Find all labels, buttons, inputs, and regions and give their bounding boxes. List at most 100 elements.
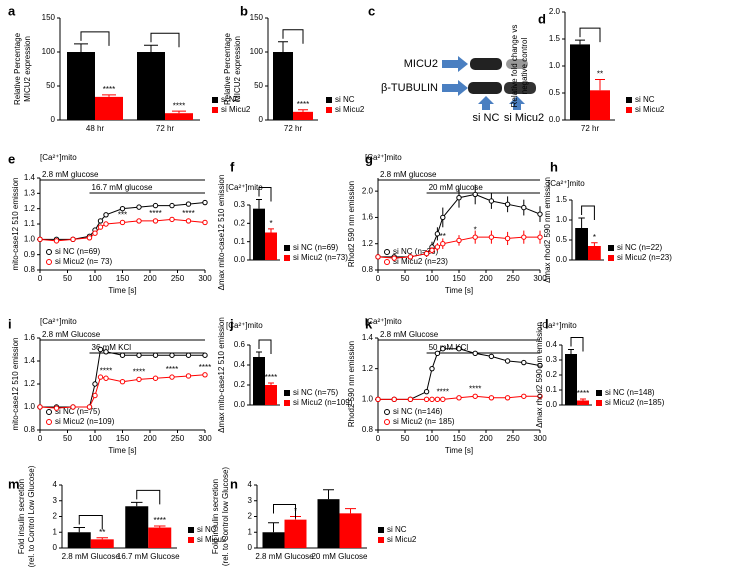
x-tick-label: 200 xyxy=(143,274,157,283)
chart-title: [Ca²⁺]mito xyxy=(365,153,402,162)
panel-letter: i xyxy=(8,316,12,331)
x-tick-label: 250 xyxy=(506,274,520,283)
chart-title: [Ca²⁺]mito xyxy=(226,183,263,192)
bar xyxy=(253,357,265,405)
bracket xyxy=(258,339,272,354)
bar xyxy=(148,527,172,548)
annotation: 2.8 mM glucose xyxy=(42,170,99,179)
annotation: 2.8 mM Glucose xyxy=(380,330,439,339)
legend-marker xyxy=(46,259,52,265)
point xyxy=(504,358,511,364)
point xyxy=(537,211,543,217)
y-axis-label: MICU2 expression xyxy=(23,36,32,102)
legend-label: si NC xyxy=(221,95,241,104)
error-bar xyxy=(74,43,88,52)
point xyxy=(37,236,43,243)
significance: * xyxy=(593,233,596,242)
legend-swatch xyxy=(596,400,602,406)
legend-swatch xyxy=(284,255,290,261)
legend-label: si Micu2 (n=109) xyxy=(55,417,115,426)
y-tick-label: 0.4 xyxy=(546,340,558,349)
x-tick-label: 2.8 mM Glucose xyxy=(62,552,121,561)
x-tick-label: 150 xyxy=(452,434,466,443)
point xyxy=(92,392,98,399)
error-bar xyxy=(268,522,279,533)
band xyxy=(468,82,502,94)
point xyxy=(456,346,462,352)
point xyxy=(434,244,441,250)
y-tick-label: 1.0 xyxy=(556,215,568,224)
point xyxy=(152,352,159,358)
point xyxy=(136,376,142,383)
y-tick-label: 1.0 xyxy=(549,61,561,70)
bar xyxy=(293,111,313,120)
annotation: 36 mM KCl xyxy=(92,343,132,352)
panel-letter: e xyxy=(8,151,15,166)
legend-swatch xyxy=(284,245,290,251)
significance: **** xyxy=(265,373,277,382)
bracket xyxy=(78,515,103,530)
point xyxy=(504,201,511,207)
legend-marker xyxy=(46,249,52,255)
x-tick-label: 300 xyxy=(533,434,547,443)
legend-label: si NC (n=69) xyxy=(55,247,100,256)
legend-swatch xyxy=(608,255,614,261)
legend-label: si NC (n=69) xyxy=(293,243,338,252)
y-tick-label: 3 xyxy=(248,496,253,505)
bar xyxy=(317,499,340,548)
annotation: 16.7 mM glucose xyxy=(92,183,153,192)
lane-label: si Micu2 xyxy=(504,112,544,124)
legend-swatch xyxy=(596,390,602,396)
legend-label: si NC xyxy=(635,95,655,104)
x-tick-label: 2.8 mM Glucose xyxy=(255,552,314,561)
panel: g[Ca²⁺]mito Rhod2 590 nm emission 0.8 1.2 1.… xyxy=(347,151,547,295)
y-tick-label: 0.3 xyxy=(234,200,246,209)
y-tick-label: 2 xyxy=(53,512,58,521)
y-tick-label: 2 xyxy=(248,512,253,521)
legend-label: si NC xyxy=(335,95,355,104)
annotation: 20 mM glucose xyxy=(429,183,484,192)
point xyxy=(97,346,104,353)
panel-letter: a xyxy=(8,3,16,18)
point xyxy=(429,396,435,403)
legend-swatch xyxy=(378,537,384,543)
y-tick-label: 0.0 xyxy=(234,400,246,409)
y-tick-label: 0.2 xyxy=(234,380,246,389)
y-axis-label: Relative Percentage xyxy=(13,32,22,105)
x-tick-label: 16.7 mM Glucose xyxy=(117,552,180,561)
bar xyxy=(67,532,91,548)
panel: b Relative Percentage MICU2 expression 0 50 1… xyxy=(223,3,365,133)
error-bar xyxy=(268,228,274,233)
point xyxy=(456,237,462,244)
bar xyxy=(588,246,601,260)
x-tick-label: 150 xyxy=(116,274,130,283)
point xyxy=(202,352,208,358)
point xyxy=(70,404,76,410)
annotation: 2.8 mM Glucose xyxy=(42,330,101,339)
y-axis-label: (rel. to Control low Glucose) xyxy=(221,467,230,566)
bar xyxy=(339,513,362,548)
significance: **** xyxy=(437,387,449,396)
y-tick-label: 0.0 xyxy=(556,255,568,264)
y-tick-label: 0.2 xyxy=(234,218,246,227)
point xyxy=(504,395,511,401)
point xyxy=(472,393,478,399)
point xyxy=(375,396,381,403)
legend-label: si Micu2 xyxy=(197,535,227,544)
legend-label: si Micu2 xyxy=(335,105,365,114)
error-bar xyxy=(154,525,166,528)
panel-letter: k xyxy=(365,316,373,331)
point xyxy=(169,202,175,209)
legend-swatch xyxy=(326,97,332,103)
y-axis-label: Δmax rhod2 590 nm emission xyxy=(535,322,544,428)
error-bar xyxy=(580,398,586,401)
point xyxy=(103,375,109,381)
legend-label: si Micu2 xyxy=(387,535,417,544)
x-tick-label: 100 xyxy=(425,274,439,283)
significance: **** xyxy=(297,100,309,109)
point xyxy=(407,254,414,260)
y-tick-label: 1.0 xyxy=(24,234,36,243)
y-tick-label: 0 xyxy=(51,115,56,124)
